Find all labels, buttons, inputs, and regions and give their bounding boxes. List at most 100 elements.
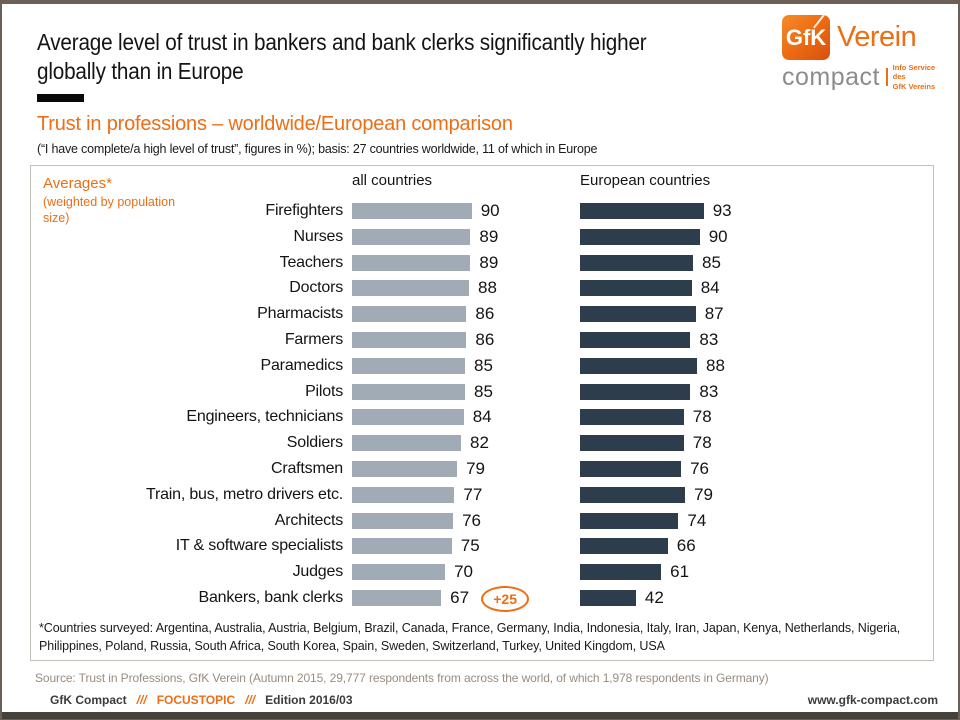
difference-annotation: +25 <box>481 586 530 612</box>
category-label: Doctors <box>289 279 343 297</box>
bar-european-countries-value: 78 <box>692 433 712 453</box>
bar-european-countries-value: 87 <box>704 304 724 324</box>
countries-footnote: *Countries surveyed: Argentina, Australi… <box>39 621 901 653</box>
logo-tagline-line2: GfK Vereins <box>892 81 936 91</box>
bar-all-countries-value: 89 <box>479 226 499 246</box>
chart-row: Engineers, technicians 84 78 <box>31 404 933 430</box>
bar-all-countries <box>352 383 466 400</box>
bar-all-countries-value: 86 <box>475 330 495 349</box>
category-label: Pilots <box>305 382 343 400</box>
logo-tagline: Info Service des GfK Vereins <box>893 63 940 91</box>
bar-european-countries-value: 85 <box>702 252 721 272</box>
category-label: Engineers, technicians <box>186 408 343 426</box>
bar-all-countries <box>352 461 458 477</box>
bar-all-countries <box>352 538 452 555</box>
bar-european-countries-value: 76 <box>690 459 709 478</box>
chart-row: Nurses 89 90 <box>31 224 933 250</box>
footer-edition: Edition 2016/03 <box>265 693 353 707</box>
bar-all-countries <box>352 254 471 271</box>
bar-european-countries <box>580 306 696 323</box>
bar-all-countries <box>352 486 455 503</box>
chart-row: Pharmacists 86 87 <box>31 301 933 327</box>
chart-row: IT & software specialists 75 66 <box>31 533 933 559</box>
gfk-logo-text: GfK <box>785 24 827 50</box>
bar-european-countries <box>580 254 694 271</box>
bar-european-countries-value: 61 <box>670 562 690 582</box>
bar-european-countries-value: 42 <box>644 588 664 607</box>
bar-all-countries <box>352 590 442 606</box>
chart-row: Train, bus, metro drivers etc. 77 79 <box>31 482 933 508</box>
category-label: Bankers, bank clerks <box>198 589 343 606</box>
chart-row: Paramedics 85 88 <box>31 353 933 379</box>
category-label: Firefighters <box>265 202 343 219</box>
page-title: Average level of trust in bankers and ba… <box>37 28 811 86</box>
footer-brand: GfK Compact <box>50 693 127 707</box>
bar-european-countries-value: 90 <box>708 226 728 246</box>
chart-row: Doctors 88 84 <box>31 275 933 301</box>
chart-row: Bankers, bank clerks 67 42 +25 <box>31 585 933 612</box>
logo-verein-text: Verein <box>837 21 917 53</box>
bar-european-countries <box>580 486 686 503</box>
bar-all-countries <box>352 512 454 529</box>
bar-european-countries <box>580 203 704 219</box>
category-label: Teachers <box>279 253 344 271</box>
category-label: Nurses <box>293 227 344 245</box>
bar-all-countries <box>352 435 462 452</box>
logo-brand-row: GfK Verein <box>782 15 940 60</box>
bar-european-countries <box>580 435 684 452</box>
chart-subtitle: Trust in professions – worldwide/Europea… <box>37 113 513 135</box>
bar-european-countries-value: 66 <box>676 536 696 556</box>
bar-european-countries <box>580 332 691 348</box>
footer-bar: GfK Compact /// FOCUSTOPIC /// Edition 2… <box>2 689 958 711</box>
bar-all-countries-value: 79 <box>466 459 485 478</box>
bar-all-countries-value: 85 <box>474 381 493 401</box>
footer-separator-icon: /// <box>245 693 256 707</box>
bar-all-countries <box>352 409 464 426</box>
bar-all-countries-value: 88 <box>478 278 497 298</box>
bar-all-countries-value: 76 <box>462 510 481 530</box>
chart-row: Architects 76 74 <box>31 508 933 534</box>
bar-all-countries <box>352 203 472 219</box>
gfk-verein-logo: GfK Verein compact Info Service des GfK … <box>782 15 940 91</box>
source-note: Source: Trust in Professions, GfK Verein… <box>35 671 769 685</box>
chart-row: Pilots 85 83 <box>31 379 933 405</box>
bar-all-countries <box>352 332 467 348</box>
logo-product-row: compact Info Service des GfK Vereins <box>782 63 940 91</box>
basis-note: (“I have complete/a high level of trust”… <box>37 142 598 156</box>
chart-row: Firefighters 90 93 <box>31 198 933 224</box>
category-label: Soldiers <box>286 434 343 452</box>
category-label: Architects <box>274 511 343 529</box>
bar-european-countries-value: 88 <box>706 355 725 375</box>
category-label: Train, bus, metro drivers etc. <box>145 485 343 503</box>
bar-all-countries-value: 77 <box>463 484 483 504</box>
page-title-line2: globally than in Europe <box>37 58 244 84</box>
bar-european-countries <box>580 280 692 297</box>
bar-all-countries-value: 75 <box>460 536 480 556</box>
footer-website-link: www.gfk-compact.com <box>807 693 938 707</box>
averages-note-title: Averages* <box>43 175 112 192</box>
footer-topic: FOCUSTOPIC <box>156 693 236 707</box>
bar-all-countries-value: 86 <box>475 304 495 324</box>
category-label: IT & software specialists <box>175 537 343 555</box>
bar-european-countries <box>580 538 668 555</box>
category-label: Farmers <box>284 331 343 348</box>
bar-all-countries <box>352 564 446 581</box>
bottom-frame-bar <box>2 712 958 719</box>
bar-all-countries <box>352 357 466 374</box>
logo-tagline-line1: Info Service des <box>892 63 936 82</box>
logo-compact-text: compact <box>782 62 880 91</box>
bar-european-countries <box>580 409 684 426</box>
bar-european-countries <box>580 590 636 606</box>
bar-all-countries <box>352 306 467 323</box>
bar-all-countries-value: 90 <box>480 201 500 220</box>
averages-note-detail: (weighted by population size) <box>43 195 176 225</box>
logo-divider <box>885 68 888 87</box>
bar-european-countries <box>580 383 691 400</box>
bar-all-countries-value: 89 <box>479 252 499 272</box>
chart-row: Judges 70 61 <box>31 559 933 585</box>
top-frame-bar <box>2 0 958 4</box>
chart-row: Craftsmen 79 76 <box>31 456 933 482</box>
chart-row: Teachers 89 85 <box>31 250 933 276</box>
gfk-logo-icon: GfK <box>782 15 830 60</box>
bar-all-countries <box>352 280 470 297</box>
